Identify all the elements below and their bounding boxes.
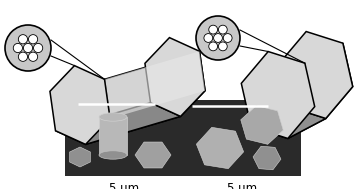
Polygon shape <box>70 147 90 167</box>
Circle shape <box>18 52 28 61</box>
Polygon shape <box>241 52 315 139</box>
Circle shape <box>24 43 33 53</box>
Polygon shape <box>196 127 244 169</box>
Circle shape <box>204 34 213 42</box>
Circle shape <box>34 43 43 53</box>
Polygon shape <box>288 43 353 139</box>
Circle shape <box>209 42 218 51</box>
Bar <box>183 100 301 176</box>
Polygon shape <box>279 32 353 119</box>
Bar <box>65 96 183 176</box>
Bar <box>99 117 127 155</box>
Polygon shape <box>50 66 110 144</box>
Circle shape <box>13 43 22 53</box>
Polygon shape <box>253 146 281 170</box>
Circle shape <box>18 35 28 44</box>
Polygon shape <box>135 142 171 168</box>
Circle shape <box>29 52 38 61</box>
Circle shape <box>29 35 38 44</box>
Circle shape <box>5 25 51 71</box>
Circle shape <box>218 42 227 51</box>
Text: 5 μm: 5 μm <box>227 182 257 189</box>
Circle shape <box>223 34 232 42</box>
Polygon shape <box>145 38 205 116</box>
Circle shape <box>218 25 227 34</box>
Text: 5 μm: 5 μm <box>109 182 139 189</box>
Ellipse shape <box>99 151 127 159</box>
Polygon shape <box>241 106 283 144</box>
Polygon shape <box>251 107 326 139</box>
Ellipse shape <box>99 113 127 121</box>
Polygon shape <box>85 51 205 144</box>
Polygon shape <box>55 103 181 144</box>
Circle shape <box>209 25 218 34</box>
Polygon shape <box>105 51 205 119</box>
Circle shape <box>214 34 222 42</box>
Circle shape <box>196 16 240 60</box>
